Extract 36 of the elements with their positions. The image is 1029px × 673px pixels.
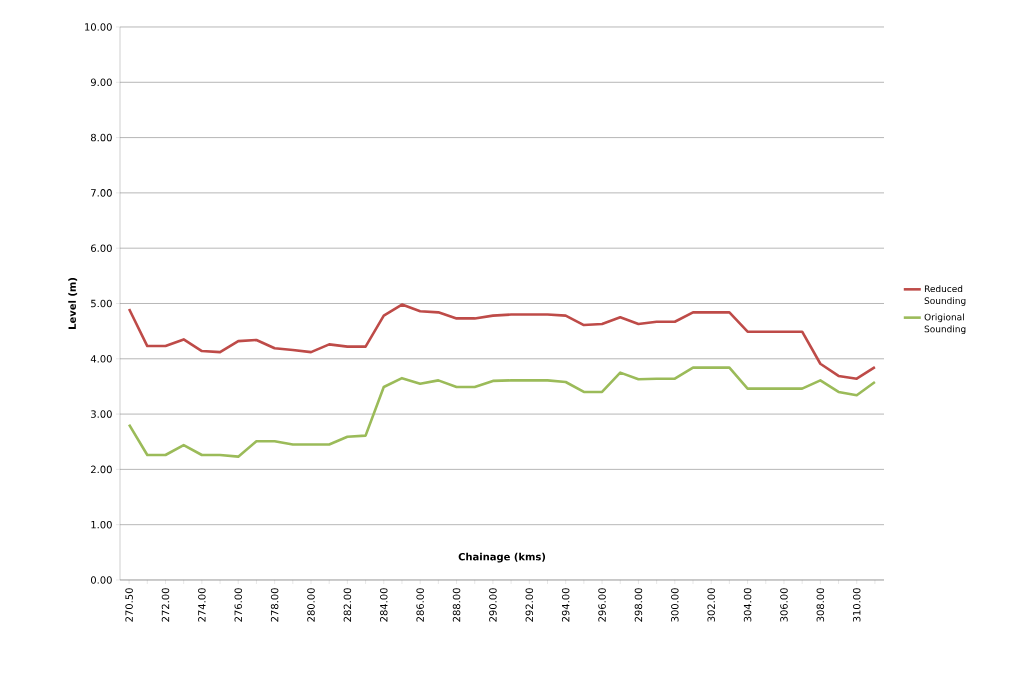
x-tick-label: 302.00	[707, 588, 715, 622]
x-tick-label: 286.00	[416, 588, 424, 622]
y-tick-label: 6.00	[91, 244, 112, 252]
x-tick-label: 292.00	[525, 588, 534, 622]
x-tick-label: 296.00	[598, 588, 606, 622]
y-axis-title: Level (m)	[68, 277, 78, 329]
x-axis-title: Chainage (kms)	[458, 552, 546, 563]
x-tick-label: 270.50	[125, 588, 133, 622]
x-tick-label: 274.00	[198, 588, 206, 622]
y-tick-label: 9.00	[90, 78, 112, 87]
y-tick-label: 8.00	[90, 133, 112, 142]
legend-label: Origional Sounding	[924, 313, 966, 335]
x-tick-label: 294.00	[561, 588, 570, 622]
legend-label: Reduced Sounding	[924, 285, 966, 306]
x-tick-label: 288.00	[452, 588, 461, 622]
x-tick-label: 300.00	[671, 588, 679, 622]
y-tick-label: 0.00	[90, 576, 112, 584]
y-tick-label: 2.00	[91, 465, 112, 474]
x-tick-label: 310.00	[852, 588, 861, 622]
x-tick-label: 290.00	[489, 588, 497, 622]
y-tick-label: 7.00	[91, 189, 112, 197]
x-tick-label: 298.00	[634, 588, 643, 622]
x-tick-label: 308.00	[816, 588, 825, 622]
y-tick-label: 10.00	[85, 23, 112, 31]
y-tick-label: 3.00	[91, 410, 112, 418]
x-tick-label: 304.00	[743, 588, 752, 622]
y-tick-label: 5.00	[91, 299, 112, 308]
x-tick-label: 282.00	[343, 588, 352, 622]
x-tick-label: 306.00	[780, 588, 788, 622]
x-tick-label: 278.00	[270, 588, 279, 622]
x-tick-label: 280.00	[307, 588, 315, 622]
x-tick-label: 272.00	[161, 588, 170, 622]
x-tick-label: 276.00	[234, 588, 243, 622]
y-tick-label: 1.00	[91, 520, 112, 529]
y-tick-label: 4.00	[90, 355, 112, 363]
x-tick-label: 284.00	[379, 588, 388, 622]
